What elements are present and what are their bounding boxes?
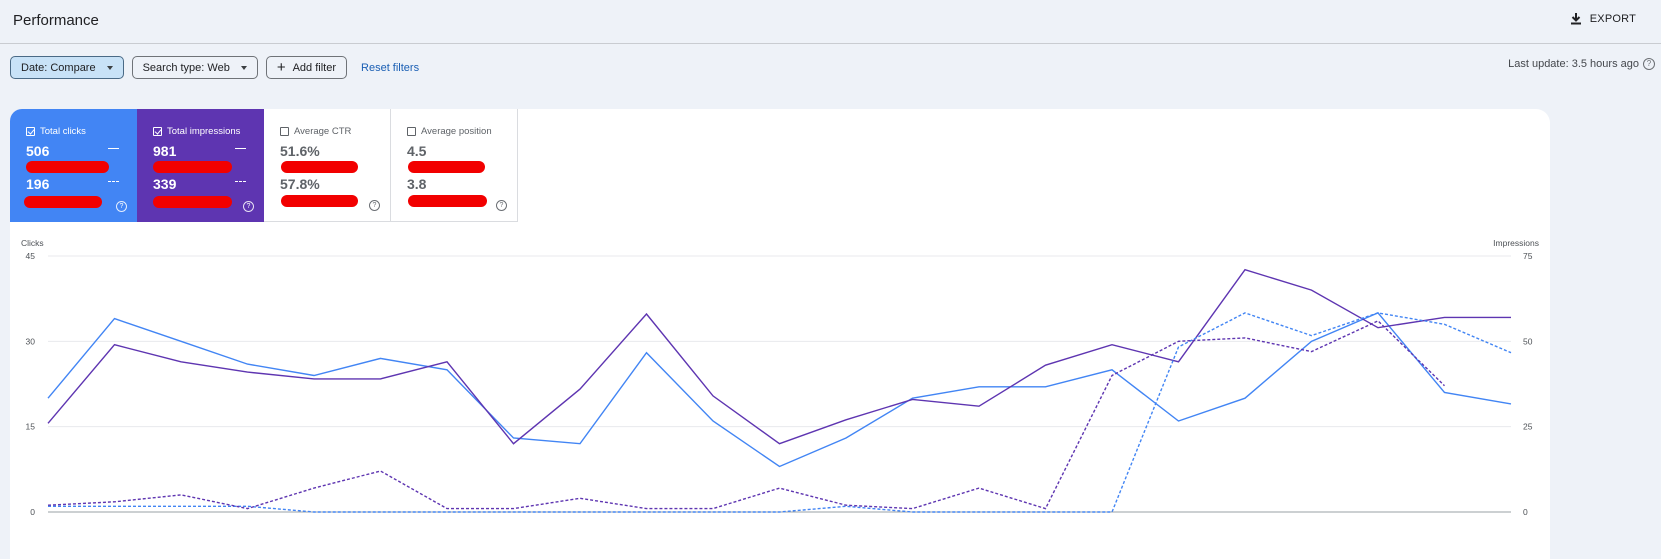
- checkbox-checked-icon[interactable]: [26, 127, 35, 136]
- y-right-tick-label: 50: [1523, 336, 1533, 346]
- y-axis-left-ticks: 45 30 15 0: [26, 251, 36, 517]
- dashed-line-legend-icon: [108, 181, 119, 182]
- export-button[interactable]: EXPORT: [1570, 12, 1636, 25]
- metric-value-current: 51.6%: [280, 143, 320, 159]
- plus-icon: +: [276, 59, 286, 76]
- caret-down-icon: [240, 65, 247, 70]
- add-filter-button[interactable]: + Add filter: [265, 56, 348, 79]
- y-right-tick-label: 75: [1523, 251, 1533, 261]
- last-update: Last update: 3.5 hours ago ?: [1508, 58, 1655, 70]
- redaction-mark: [153, 196, 232, 208]
- help-icon[interactable]: ?: [369, 200, 380, 211]
- redaction-mark: [281, 161, 358, 173]
- metric-label-row: Average CTR: [280, 126, 351, 137]
- chart-grid: [48, 255, 1511, 513]
- redaction-mark: [24, 196, 102, 208]
- page-title: Performance: [13, 12, 99, 29]
- export-label: EXPORT: [1589, 12, 1636, 25]
- metric-total-clicks[interactable]: Total clicks 506 196 ?: [10, 109, 137, 222]
- metric-value-previous: 3.8: [407, 176, 427, 192]
- search-type-chip[interactable]: Search type: Web: [131, 56, 258, 79]
- y-left-tick-label: 30: [26, 336, 36, 346]
- metric-label-row: Average position: [407, 126, 492, 137]
- solid-line-legend-icon: [235, 148, 246, 149]
- date-filter-chip[interactable]: Date: Compare: [10, 56, 124, 79]
- page-header: Performance EXPORT: [0, 0, 1661, 44]
- metric-value-previous: 339: [153, 176, 177, 192]
- checkbox-unchecked-icon[interactable]: [280, 127, 289, 136]
- y-right-tick-label: 25: [1523, 422, 1533, 432]
- y-axis-left-label: Clicks: [21, 238, 44, 248]
- metric-label-row: Total impressions: [153, 126, 240, 137]
- help-icon[interactable]: ?: [243, 201, 254, 212]
- series-line-dashed-right: [47, 320, 1445, 510]
- metric-value-current: 506: [26, 143, 50, 159]
- help-icon[interactable]: ?: [496, 200, 507, 211]
- download-icon: [1570, 12, 1582, 25]
- metric-label-row: Total clicks: [26, 126, 86, 137]
- checkbox-checked-icon[interactable]: [153, 127, 162, 136]
- metric-value-current: 981: [153, 143, 177, 159]
- metric-value-previous: 196: [26, 176, 50, 192]
- y-axis-right-label: Impressions: [1493, 238, 1539, 248]
- series-line-dashed-left: [48, 312, 1512, 513]
- metric-tiles: Total clicks 506 196 ? Total impressions…: [10, 109, 518, 222]
- last-update-text: Last update: 3.5 hours ago: [1508, 58, 1639, 70]
- checkbox-unchecked-icon[interactable]: [407, 127, 416, 136]
- redaction-mark: [408, 161, 485, 173]
- redaction-mark: [281, 195, 358, 207]
- date-filter-label: Date: Compare: [21, 61, 96, 74]
- y-left-tick-label: 0: [30, 507, 35, 517]
- search-type-label: Search type: Web: [142, 61, 230, 74]
- y-right-tick-label: 0: [1523, 507, 1528, 517]
- help-icon[interactable]: ?: [116, 201, 127, 212]
- add-filter-label: Add filter: [292, 61, 337, 74]
- series-line-solid-right: [47, 268, 1511, 445]
- redaction-mark: [408, 195, 487, 207]
- performance-chart[interactable]: Clicks Impressions 45 30 15 0 75 50 25 0: [0, 230, 1661, 549]
- metric-average-ctr[interactable]: Average CTR 51.6% 57.8% ?: [264, 109, 391, 222]
- y-axis-right-ticks: 75 50 25 0: [1523, 251, 1533, 517]
- metric-value-previous: 57.8%: [280, 176, 320, 192]
- series-line-solid-left: [47, 312, 1512, 468]
- metric-label: Average position: [421, 126, 492, 137]
- caret-down-icon: [106, 65, 113, 70]
- y-left-tick-label: 15: [26, 422, 36, 432]
- solid-line-legend-icon: [108, 148, 119, 149]
- help-icon[interactable]: ?: [1643, 58, 1655, 70]
- metric-label: Total impressions: [167, 126, 241, 137]
- metric-average-position[interactable]: Average position 4.5 3.8 ?: [391, 109, 518, 222]
- redaction-mark: [153, 161, 232, 173]
- redaction-mark: [26, 161, 109, 173]
- filter-bar: Date: Compare Search type: Web + Add fil…: [10, 55, 419, 80]
- dashed-line-legend-icon: [235, 181, 246, 182]
- chart-series: [47, 268, 1512, 513]
- metric-label: Average CTR: [294, 126, 352, 137]
- y-left-tick-label: 45: [26, 251, 36, 261]
- reset-filters-link[interactable]: Reset filters: [361, 61, 420, 74]
- metric-total-impressions[interactable]: Total impressions 981 339 ?: [137, 109, 264, 222]
- metric-label: Total clicks: [40, 126, 86, 137]
- metric-value-current: 4.5: [407, 143, 427, 159]
